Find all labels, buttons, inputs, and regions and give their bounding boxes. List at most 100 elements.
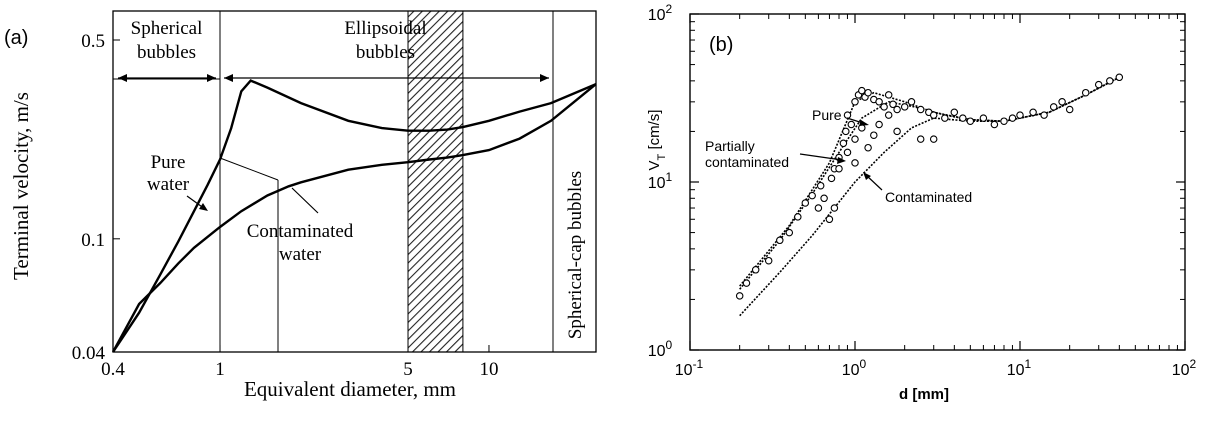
data-point xyxy=(1029,108,1037,117)
contaminated-water-label-line-2: water xyxy=(279,244,322,265)
data-point xyxy=(835,164,843,173)
data-point xyxy=(966,117,975,125)
data-point xyxy=(808,191,816,200)
data-point xyxy=(843,111,852,119)
data-point xyxy=(842,127,850,136)
data-point xyxy=(893,105,901,114)
y-tick-label: 100 xyxy=(648,338,673,360)
data-point xyxy=(1081,88,1090,97)
data-point xyxy=(816,181,825,190)
data-point xyxy=(843,148,852,157)
data-point xyxy=(864,143,872,152)
data-point xyxy=(929,135,938,143)
data-point xyxy=(827,174,836,183)
data-point xyxy=(916,135,925,143)
data-point xyxy=(1065,105,1074,114)
data-point xyxy=(979,114,988,122)
panel-b-x-axis-label: d [mm] xyxy=(899,386,949,403)
data-point xyxy=(1058,98,1066,106)
annotation-line xyxy=(291,187,319,214)
x-tick-label: 5 xyxy=(403,359,413,380)
x-tick-label: 101 xyxy=(1007,357,1032,379)
data-point xyxy=(884,111,893,119)
partially-contaminated-label-line-2: contaminated xyxy=(705,154,789,170)
x-tick-label: 10 xyxy=(479,359,498,380)
panel-a-label: (a) xyxy=(4,27,28,49)
pure-label: Pure xyxy=(812,107,842,123)
data-point xyxy=(801,199,810,207)
data-point xyxy=(864,88,872,97)
data-point xyxy=(959,114,967,122)
data-point xyxy=(870,131,878,139)
x-tick-label: 100 xyxy=(842,357,867,379)
pure-water-curve xyxy=(112,79,597,353)
arrowhead xyxy=(859,120,869,126)
panel-b-plot-frame xyxy=(689,13,1186,351)
data-point xyxy=(1000,117,1008,125)
data-point xyxy=(1094,80,1103,89)
data-point xyxy=(1049,103,1058,111)
data-point xyxy=(1115,73,1124,82)
region-label-spherical-cap: Spherical-cap bubbles xyxy=(565,171,586,339)
x-tick-label: 1 xyxy=(215,359,225,380)
data-point xyxy=(764,256,773,265)
arrowhead xyxy=(118,74,127,82)
data-point xyxy=(889,100,897,109)
y-tick-label: 0.04 xyxy=(72,343,106,364)
contaminated-water-curve xyxy=(111,83,597,353)
data-point xyxy=(742,279,751,287)
contaminated-line xyxy=(739,76,1120,317)
data-point xyxy=(820,194,828,203)
data-point xyxy=(907,98,916,106)
data-point xyxy=(785,228,794,237)
hatched-band xyxy=(407,10,464,353)
data-point xyxy=(950,108,959,117)
data-point xyxy=(884,91,893,99)
data-point xyxy=(1008,114,1017,122)
data-point xyxy=(851,98,859,106)
data-point xyxy=(776,236,784,245)
partially-contaminated-label-line-1: Partially xyxy=(705,138,755,154)
data-point xyxy=(1106,77,1114,85)
panel-b-label: (b) xyxy=(709,34,733,56)
region-label: Ellipsoidal xyxy=(344,18,426,39)
contaminated-water-label-line-1: Contaminated xyxy=(247,221,354,242)
pure-water-label-line-2: water xyxy=(147,174,190,195)
data-point xyxy=(858,86,866,95)
panel-a: (a) SphericalbubblesEllipsoidalbubblesSp… xyxy=(4,10,597,401)
data-point xyxy=(751,266,760,274)
data-point xyxy=(847,120,856,129)
region-label: Spherical xyxy=(131,18,203,39)
data-point xyxy=(1016,111,1024,119)
y-tick-label: 102 xyxy=(648,2,673,24)
panel-a-plot-frame xyxy=(112,10,597,353)
region-labels: Spherical bubbles Ellipsoidal bubbles Spheri… xyxy=(131,18,586,339)
data-point xyxy=(929,111,938,119)
data-point xyxy=(830,204,839,212)
data-point xyxy=(1040,111,1048,119)
pure-water-label-line-1: Pure xyxy=(151,152,186,173)
arrowhead xyxy=(224,74,233,82)
region-label: bubbles xyxy=(137,42,196,63)
panel-a-y-axis-label: Terminal velocity, m/s xyxy=(9,92,33,280)
annotation-arrow xyxy=(799,153,843,161)
region-label: bubbles xyxy=(356,42,415,63)
data-point xyxy=(875,98,883,106)
panel-a-x-axis-label: Equivalent diameter, mm xyxy=(244,377,456,401)
data-point xyxy=(794,213,802,221)
data-point xyxy=(916,105,925,114)
panel-a-ticks: 0.4 1 5 10 0.04 0.1 0.5 xyxy=(72,31,499,380)
data-point xyxy=(893,127,901,136)
arrowhead xyxy=(863,172,871,180)
data-point xyxy=(735,292,744,300)
data-point xyxy=(900,103,909,111)
data-point xyxy=(814,204,823,212)
data-point xyxy=(990,120,999,129)
data-point xyxy=(839,139,848,148)
data-point xyxy=(941,114,949,122)
panel-b-y-axis-label: VT [cm/s] xyxy=(646,110,668,171)
y-tick-label: 0.5 xyxy=(81,31,105,52)
x-tick-label: 102 xyxy=(1172,357,1197,379)
